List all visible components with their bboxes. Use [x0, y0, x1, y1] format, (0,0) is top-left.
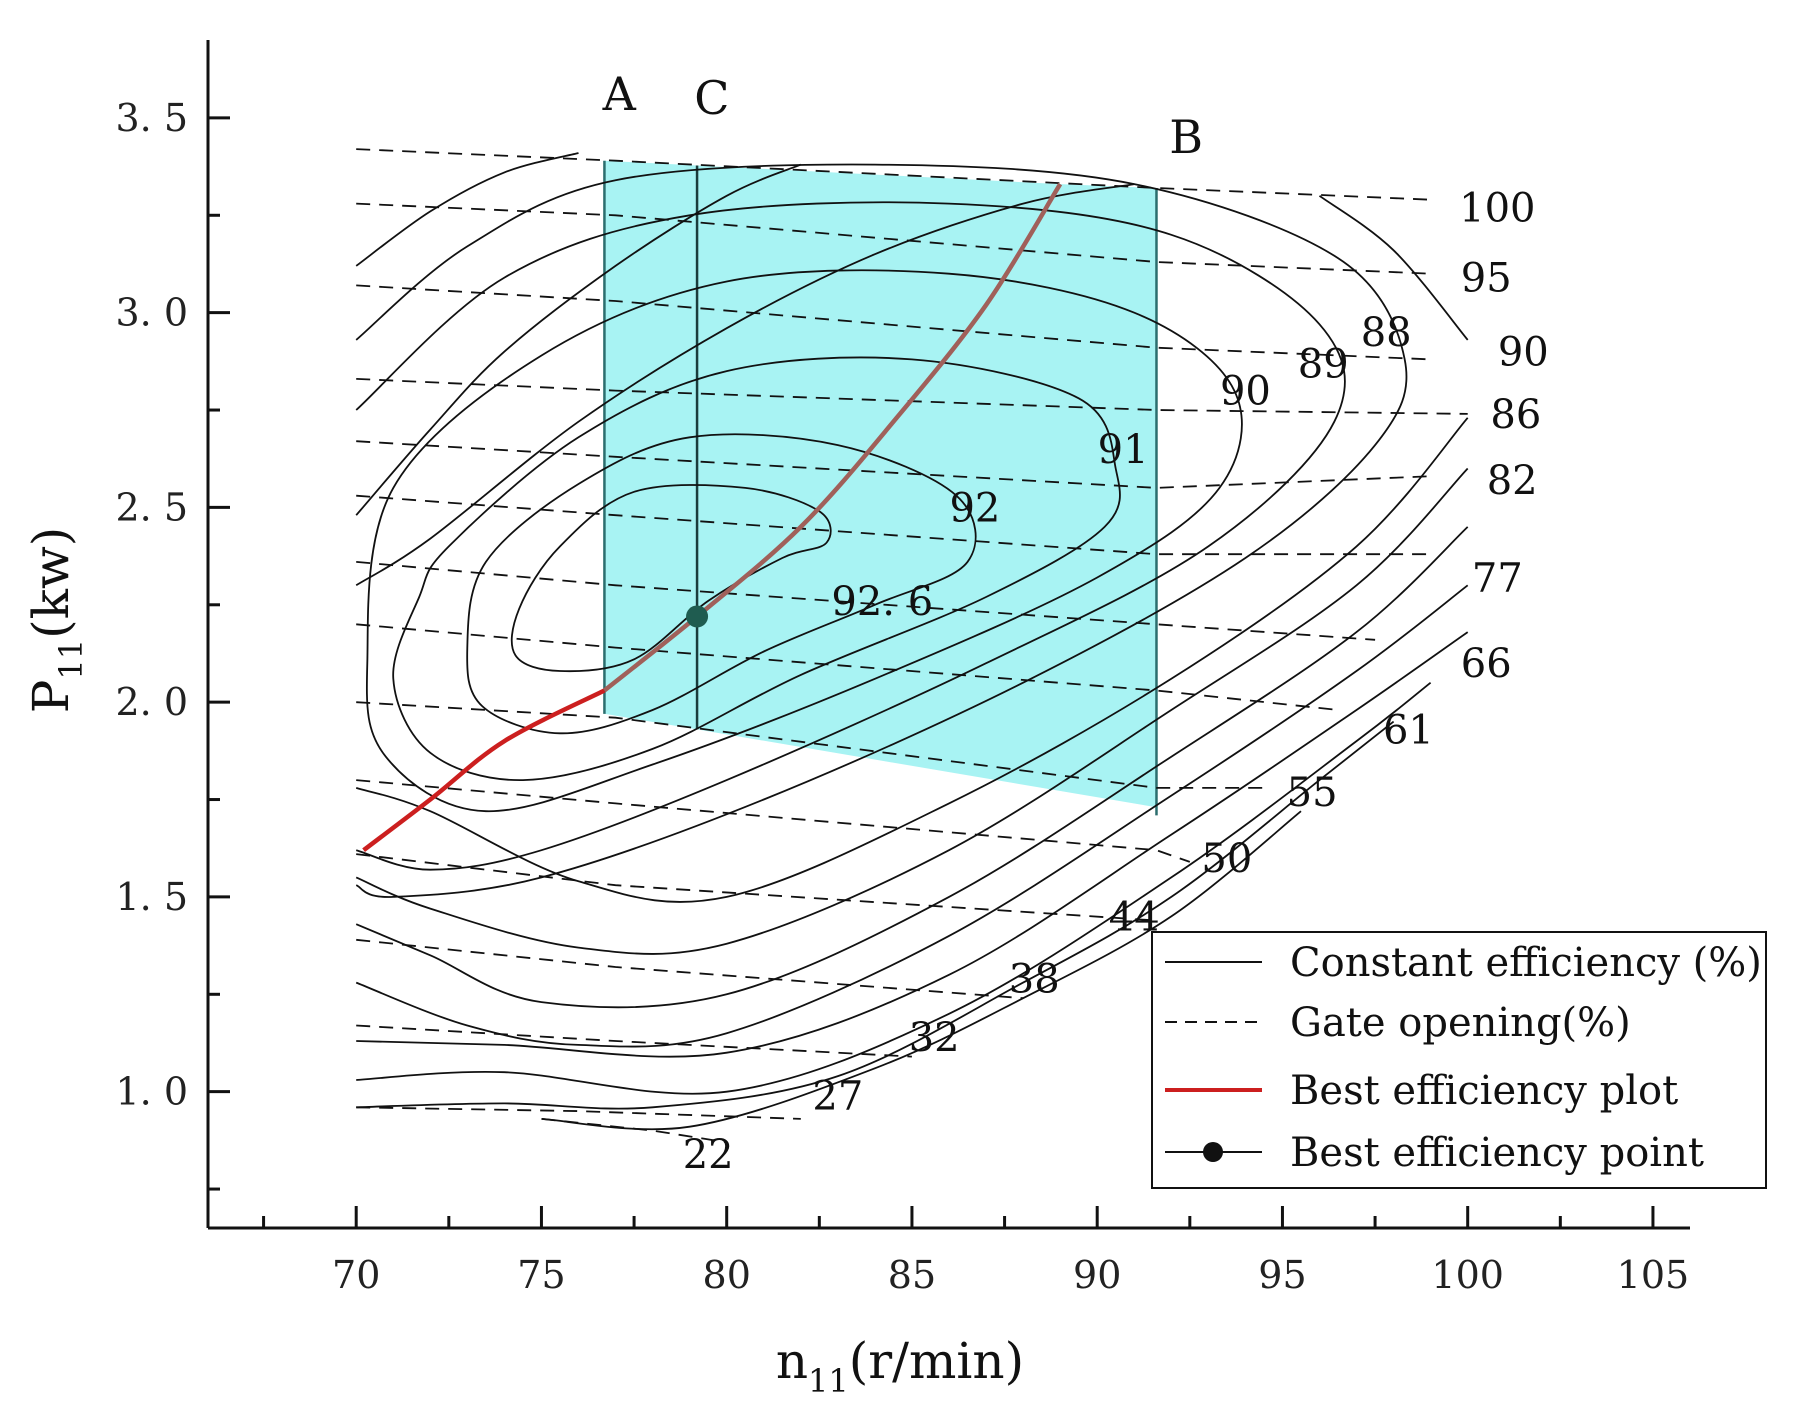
efficiency-contours [355, 152, 1469, 1131]
y-tick-label-1.5: 1. 5 [115, 875, 188, 919]
efficiency-contour-8 [355, 163, 802, 516]
gate-line-95 [356, 202, 1431, 275]
efficiency-contour-10 [355, 417, 1469, 903]
region-label-c: C [694, 71, 729, 125]
legend: Constant efficiency (%) Gate opening(%) … [1151, 931, 1767, 1189]
y-tick-label-3: 3. 0 [115, 291, 188, 335]
x-axis-title-main: n [776, 1332, 808, 1390]
efficiency-label-90: 90 [1220, 369, 1271, 415]
efficiency-label-926: 92. 6 [831, 579, 933, 625]
best-efficiency-plot-outside [362, 688, 606, 852]
gate-opening-lines [356, 148, 1468, 1144]
gate-line-32 [356, 1024, 912, 1058]
efficiency-contour-6 [1318, 195, 1469, 341]
efficiency-label-88: 88 [1361, 310, 1412, 356]
efficiency-label-89: 89 [1298, 341, 1349, 387]
legend-label-efficiency: Constant efficiency (%) [1290, 940, 1762, 986]
gate-line-27 [356, 1106, 801, 1120]
gate-label-82: 82 [1487, 458, 1538, 504]
gate-line-90 [356, 284, 1431, 361]
x-tick-label-70: 70 [332, 1253, 380, 1297]
y-axis-title-unit: (kw) [22, 527, 80, 639]
gate-line-66 [356, 561, 1376, 641]
x-axis-title: n11(r/min) [776, 1332, 1024, 1400]
efficiency-contour-88 [355, 163, 1408, 898]
gate-line-77 [356, 494, 1431, 556]
gate-label-90: 90 [1498, 330, 1549, 376]
gate-line-44 [356, 853, 1153, 922]
gate-line-50 [356, 779, 1191, 863]
gate-label-55: 55 [1287, 770, 1338, 816]
efficiency-contour-12 [355, 526, 1469, 1009]
gate-line-82 [356, 440, 1431, 489]
x-tick-label-90: 90 [1073, 1253, 1121, 1297]
x-tick-label-80: 80 [703, 1253, 751, 1297]
x-tick-label-105: 105 [1617, 1253, 1690, 1297]
efficiency-contour-9 [355, 183, 1135, 587]
gate-line-22 [541, 1118, 727, 1144]
efficiency-contour-14 [356, 631, 1469, 1058]
axes: 70 75 80 85 90 95 100 105 1. 0 1. 5 2. 0 2. 5 3. 0 3.… [115, 40, 1690, 1297]
y-tick-label-2: 2. 0 [115, 680, 188, 724]
efficiency-label-92: 92 [949, 485, 1000, 531]
gate-line-61 [356, 623, 1339, 711]
best-efficiency-point [686, 605, 709, 628]
gate-label-77: 77 [1472, 556, 1523, 602]
legend-label-best-point: Best efficiency point [1290, 1130, 1704, 1176]
gate-label-22: 22 [683, 1132, 734, 1178]
efficiency-contour-15 [356, 681, 1432, 1095]
y-axis-title: P11(kw) [22, 527, 90, 713]
gate-line-100 [356, 148, 1431, 201]
efficiency-contour-7 [355, 152, 579, 267]
legend-label-gate: Gate opening(%) [1290, 1000, 1631, 1046]
efficiency-contour-92-6 [510, 484, 832, 673]
gate-label-38: 38 [1009, 957, 1060, 1003]
operating-region: A CB [602, 67, 1203, 816]
gate-line-86 [356, 378, 1468, 415]
efficiency-contour-17 [541, 810, 1302, 1131]
gate-label-61: 61 [1383, 707, 1434, 753]
x-tick-label-75: 75 [517, 1253, 565, 1297]
efficiency-contour-90 [365, 269, 1243, 813]
best-efficiency-plot-group [362, 182, 1063, 852]
gate-label-95: 95 [1461, 256, 1512, 302]
y-tick-label-1: 1. 0 [115, 1070, 188, 1114]
x-tick-label-95: 95 [1258, 1253, 1306, 1297]
gate-label-50: 50 [1201, 836, 1252, 882]
gate-label-32: 32 [909, 1015, 960, 1061]
legend-label-best-plot: Best efficiency plot [1290, 1068, 1678, 1114]
efficiency-label-91: 91 [1098, 427, 1149, 473]
gate-label-27: 27 [812, 1074, 863, 1120]
region-fill [604, 160, 1157, 808]
efficiency-contour-13 [355, 584, 1469, 1048]
efficiency-contour-91 [392, 356, 1121, 782]
y-tick-label-3.5: 3. 5 [115, 96, 188, 140]
region-label-b: B [1169, 110, 1203, 164]
y-axis-title-sub: 11 [52, 639, 90, 680]
efficiency-contour-92 [466, 433, 977, 735]
x-tick-label-85: 85 [888, 1253, 936, 1297]
x-axis-title-sub: 11 [808, 1362, 849, 1400]
x-tick-label-100: 100 [1431, 1253, 1504, 1297]
gate-label-100: 100 [1459, 185, 1535, 231]
gate-line-38 [356, 938, 1024, 1000]
legend-swatch-best-point-marker [1203, 1142, 1223, 1162]
y-axis-title-main: P [22, 680, 80, 714]
gate-line-55 [356, 701, 1264, 789]
gate-label-66: 66 [1461, 641, 1512, 687]
legend-box [1151, 931, 1767, 1189]
efficiency-contour-16 [356, 720, 1395, 1110]
y-tick-label-2.5: 2. 5 [115, 485, 188, 529]
x-axis-title-unit: (r/min) [849, 1332, 1024, 1390]
efficiency-contour-89 [355, 201, 1346, 871]
region-label-a: A [602, 67, 637, 121]
efficiency-contour-11 [355, 467, 1469, 955]
gate-label-86: 86 [1490, 392, 1541, 438]
